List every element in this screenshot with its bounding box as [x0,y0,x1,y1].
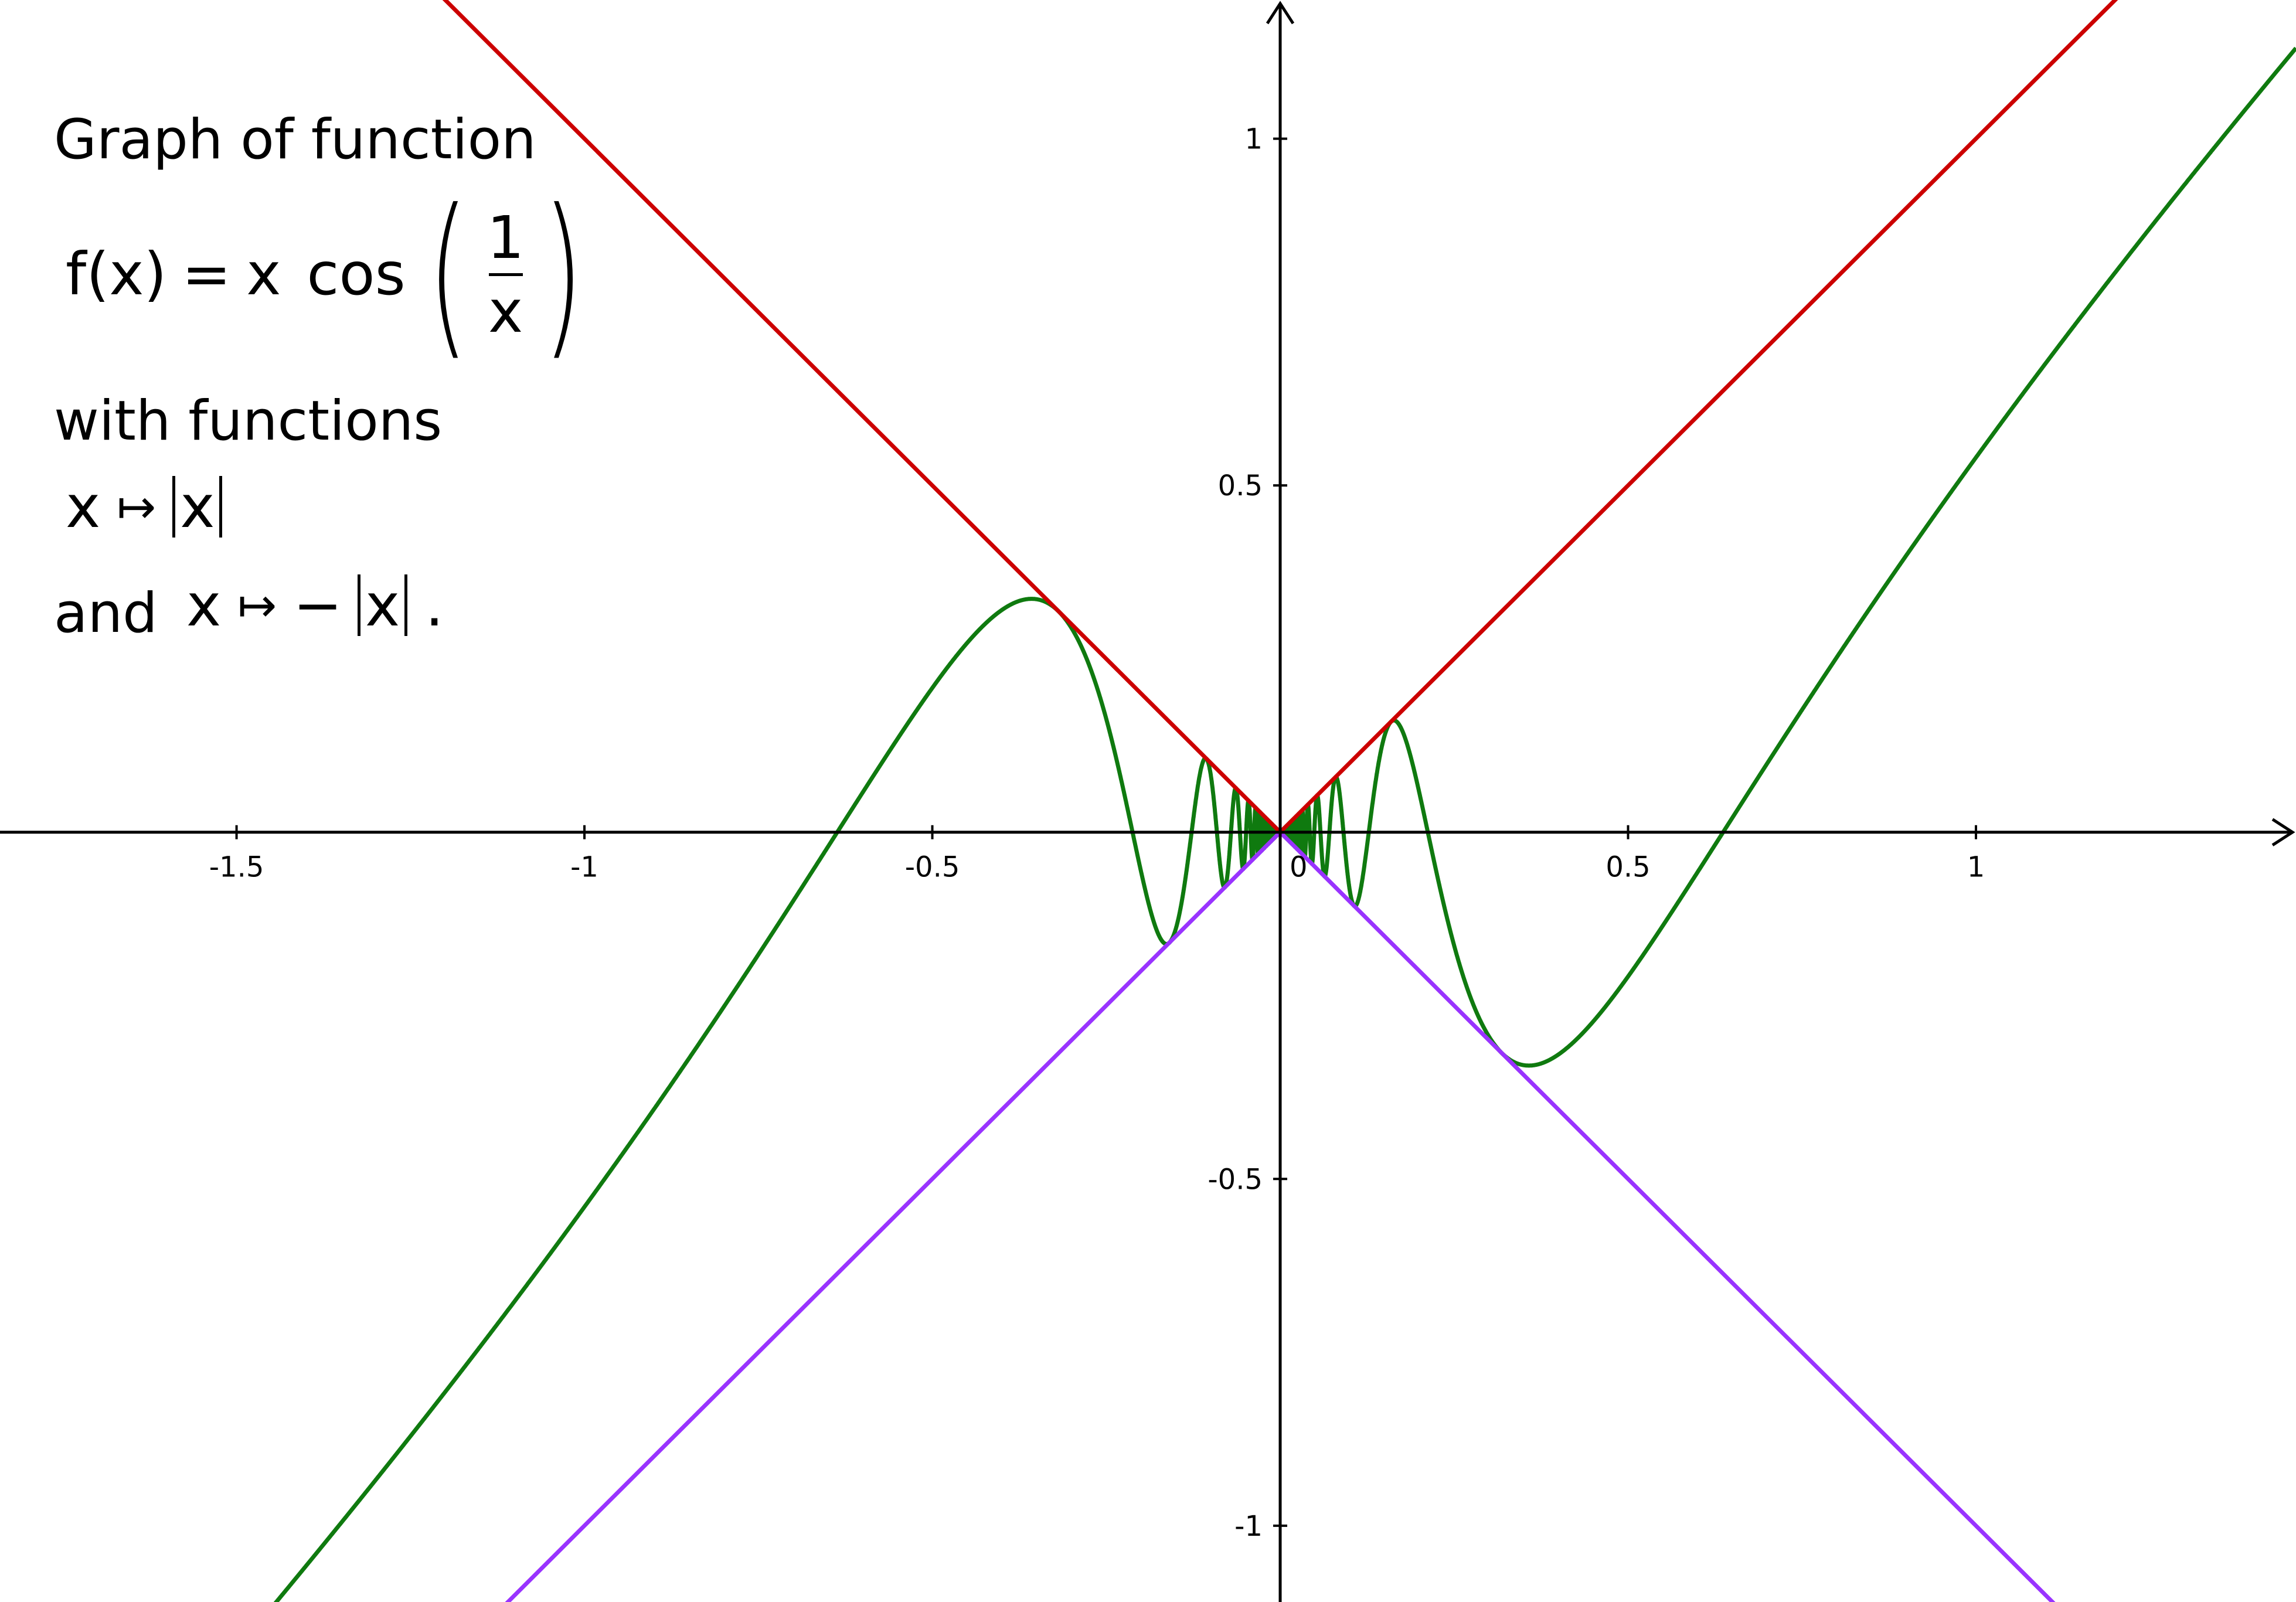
mapping-abs: x ↦ x [66,472,223,541]
curve-neg-abs-x [505,830,2056,1602]
function-formula: f(x) = x cos ( 1 x ) [66,186,597,362]
maps-to-icon: ↦ [117,479,157,534]
maps-to-icon: ↦ [237,577,277,632]
y-tick-label: -1 [1234,1510,1263,1543]
mapping-neg-abs: x ↦ − x . [186,574,444,636]
caption-title: Graph of function [54,108,536,172]
x-tick-label: 1 [1967,851,1985,884]
map1-var: x [66,472,101,541]
ticks-layer: -1.5 -1 -0.5 0.5 1 1 0.5 -0.5 -1 0 [209,123,1985,1543]
formula-cos: cos [307,240,406,308]
y-tick-label: -0.5 [1207,1163,1263,1196]
y-tick-label: 0.5 [1218,470,1263,502]
x-tick-label: -0.5 [905,851,960,884]
fraction-numerator: 1 [487,203,525,272]
x-axis-arrow-icon [2271,818,2295,846]
caption-with-functions: with functions [54,389,443,453]
caption-and: and [54,581,158,645]
map2-abs: x [358,574,408,636]
x-tick-label: -1 [570,851,598,884]
x-tick-label: -1.5 [209,851,264,884]
formula-equals: = [182,240,232,308]
origin-label: 0 [1290,851,1308,884]
y-axis-arrow-icon [1266,1,1295,25]
map2-var: x [186,570,222,640]
y-tick-label: 1 [1244,123,1263,156]
fraction-denominator: x [488,277,523,346]
formula-paren-left: ( [427,172,469,376]
x-tick-label: 0.5 [1606,851,1650,884]
map1-abs: x [172,476,223,538]
formula-x-factor: x [246,240,281,308]
caption-period: . [425,570,444,640]
map2-minus: − [293,570,343,640]
fraction-bar [488,273,523,276]
formula-lhs: f(x) [66,240,167,308]
formula-fraction: 1 x [487,207,525,342]
formula-paren-right: ) [542,172,584,376]
